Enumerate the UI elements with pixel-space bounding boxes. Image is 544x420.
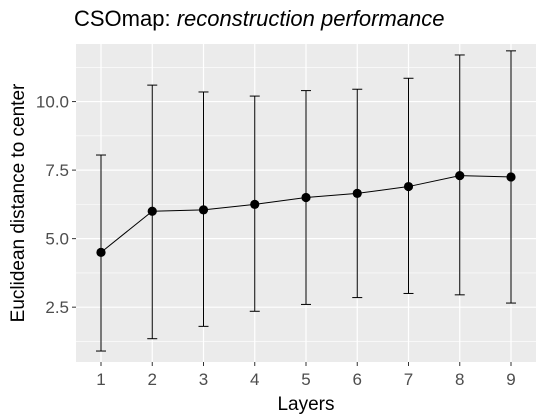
data-point <box>403 181 414 192</box>
chart-title: CSOmap: reconstruction performance <box>74 6 445 32</box>
data-points <box>96 170 516 257</box>
data-point <box>455 170 465 181</box>
y-tick-label: 10.0 <box>36 93 69 112</box>
data-point <box>147 206 157 216</box>
x-tick-label: 2 <box>148 370 157 389</box>
x-axis-title: Layers <box>277 394 334 415</box>
x-tick-label: 6 <box>353 370 362 389</box>
x-tick-label: 9 <box>506 370 515 389</box>
x-tick-label: 7 <box>404 370 413 389</box>
x-axis-ticks: 1 2 3 4 5 6 7 8 9 <box>96 362 516 389</box>
y-axis-title: Euclidean distance to center <box>8 83 29 322</box>
data-point <box>352 188 362 199</box>
chart-title-plain: CSOmap: <box>74 6 177 31</box>
x-tick-label: 1 <box>96 370 105 389</box>
x-tick-label: 3 <box>199 370 208 389</box>
data-point <box>250 199 260 209</box>
y-tick-label: 2.5 <box>45 298 69 317</box>
y-axis-ticks: 2.5 5.0 7.5 10.0 <box>36 93 76 317</box>
data-point <box>506 172 516 182</box>
chart-title-italic: reconstruction performance <box>176 6 445 31</box>
y-tick-label: 5.0 <box>45 230 69 249</box>
x-tick-label: 5 <box>301 370 310 389</box>
data-point <box>96 247 106 257</box>
y-tick-label: 7.5 <box>45 161 69 180</box>
data-point <box>198 205 209 215</box>
data-point <box>301 192 311 203</box>
x-tick-label: 4 <box>250 370 259 389</box>
x-tick-label: 8 <box>455 370 464 389</box>
